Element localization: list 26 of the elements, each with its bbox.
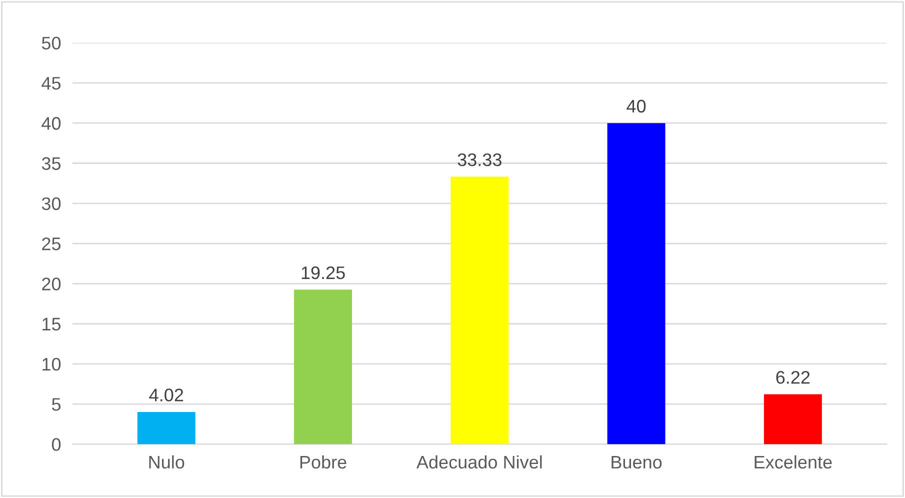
y-tick-label: 0: [52, 438, 61, 451]
bar: [764, 394, 822, 444]
y-tick-label: 5: [52, 398, 61, 411]
y-tick-label: 30: [42, 197, 61, 210]
bar: [294, 290, 352, 444]
bar: [137, 412, 196, 444]
y-tick-label: 25: [42, 237, 61, 250]
y-tick-label: 20: [42, 278, 61, 290]
data-label: 6.22: [776, 370, 810, 384]
data-label: 19.25: [302, 266, 345, 280]
y-tick-label: 35: [42, 157, 61, 170]
x-tick-label: Pobre: [300, 455, 346, 469]
y-tick-label: 15: [42, 318, 61, 331]
y-tick-label: 40: [42, 117, 61, 130]
data-label: 4.02: [149, 388, 184, 402]
y-tick-label: 10: [42, 358, 61, 371]
y-tick-label: 50: [42, 36, 61, 50]
bar: [450, 176, 509, 444]
x-tick-label: Bueno: [612, 456, 662, 469]
x-tick-label: Excelente: [754, 455, 832, 469]
x-tick-label: Adecuado Nivel: [416, 455, 542, 469]
bar: [607, 123, 666, 444]
data-label: 33.33: [458, 153, 502, 166]
x-tick-label: Nulo: [149, 455, 184, 469]
data-label: 40: [626, 100, 646, 113]
y-tick-label: 45: [42, 77, 61, 90]
